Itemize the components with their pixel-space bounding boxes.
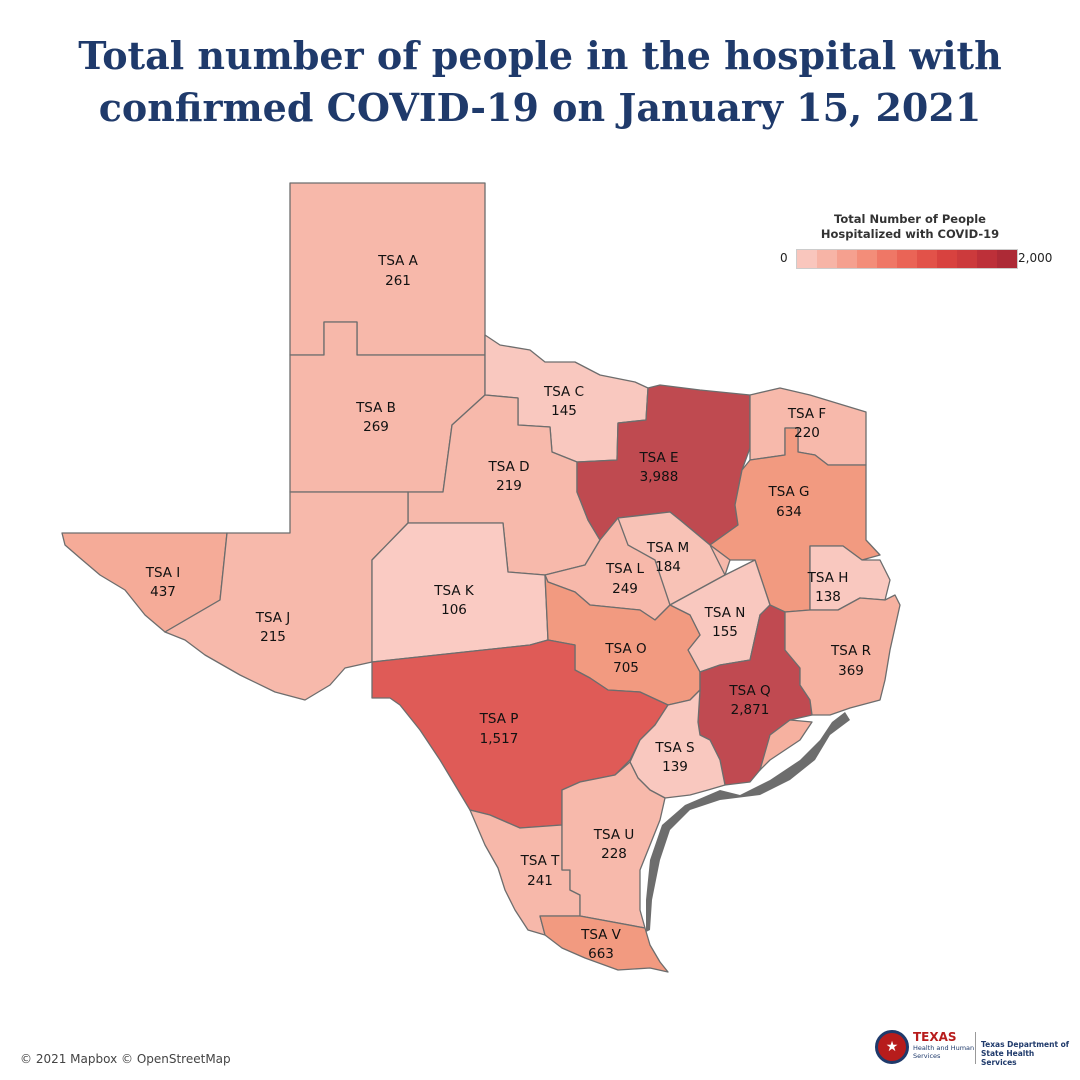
label-tsa-s-name: TSA S <box>654 740 694 756</box>
label-tsa-u-name: TSA U <box>593 827 634 843</box>
label-tsa-i-name: TSA I <box>145 565 181 581</box>
legend-title-line2: Hospitalized with COVID-19 <box>820 227 1000 241</box>
label-tsa-m-value: 184 <box>655 559 681 575</box>
region-tsa-j[interactable] <box>164 491 409 701</box>
label-tsa-m-name: TSA M <box>646 540 689 556</box>
label-tsa-o-value: 705 <box>613 660 639 676</box>
legend-swatch <box>897 250 917 268</box>
label-tsa-q-name: TSA Q <box>728 683 770 699</box>
region-labels: TSA A 261 TSA B 269 TSA C 145 TSA D 219 … <box>145 253 871 962</box>
region-tsa-s[interactable] <box>629 689 726 799</box>
label-tsa-p-name: TSA P <box>479 711 519 727</box>
label-tsa-l-value: 249 <box>612 581 638 597</box>
label-tsa-i-value: 437 <box>150 584 176 600</box>
legend-swatch <box>997 250 1017 268</box>
label-tsa-d-name: TSA D <box>488 459 530 475</box>
legend-swatch <box>957 250 977 268</box>
legend-swatch <box>837 250 857 268</box>
label-tsa-e-value: 3,988 <box>640 469 679 485</box>
label-tsa-v-name: TSA V <box>580 927 622 943</box>
label-tsa-v-value: 663 <box>588 946 614 962</box>
label-tsa-g-value: 634 <box>776 504 802 520</box>
agency-logos: ★ TEXAS Health and Human Services Texas … <box>875 1028 1070 1068</box>
label-tsa-b-name: TSA B <box>355 400 396 416</box>
legend-title-line1: Total Number of People <box>834 212 986 226</box>
map-title: Total number of people in the hospital w… <box>0 30 1080 134</box>
label-tsa-h-name: TSA H <box>807 570 849 586</box>
legend-min-label: 0 <box>780 251 788 265</box>
label-tsa-l-name: TSA L <box>605 561 645 577</box>
label-tsa-j-name: TSA J <box>255 610 291 626</box>
label-tsa-s-value: 139 <box>662 759 688 775</box>
label-tsa-a-value: 261 <box>385 273 411 289</box>
label-tsa-q-value: 2,871 <box>731 702 770 718</box>
map-title-line2: confirmed COVID-19 on January 15, 2021 <box>98 85 982 130</box>
label-tsa-r-value: 369 <box>838 663 864 679</box>
dshs-logo-name: Texas Department of State Health Service… <box>981 1040 1070 1067</box>
label-tsa-f-value: 220 <box>794 425 820 441</box>
legend-color-ramp <box>796 249 1018 269</box>
coastline-shape <box>646 712 850 932</box>
label-tsa-e-name: TSA E <box>638 450 678 466</box>
legend-swatch <box>857 250 877 268</box>
legend-swatch <box>797 250 817 268</box>
region-tsa-v[interactable] <box>539 915 669 973</box>
map-attribution: © 2021 Mapbox © OpenStreetMap <box>20 1052 231 1066</box>
label-tsa-k-name: TSA K <box>433 583 475 599</box>
label-tsa-c-name: TSA C <box>543 384 584 400</box>
label-tsa-k-value: 106 <box>441 602 467 618</box>
label-tsa-b-value: 269 <box>363 419 389 435</box>
legend-swatch <box>937 250 957 268</box>
hhs-logo-subtitle: Health and Human Services <box>913 1044 975 1060</box>
region-tsa-r[interactable] <box>784 594 901 716</box>
label-tsa-d-value: 219 <box>496 478 522 494</box>
label-tsa-o-name: TSA O <box>604 641 646 657</box>
label-tsa-h-value: 138 <box>815 589 841 605</box>
region-tsa-a[interactable] <box>289 182 486 356</box>
legend-swatch <box>917 250 937 268</box>
label-tsa-t-value: 241 <box>527 873 553 889</box>
legend-swatch <box>877 250 897 268</box>
label-tsa-j-value: 215 <box>260 629 286 645</box>
region-tsa-r-coastal[interactable] <box>759 719 813 771</box>
legend-max-label: 2,000 <box>1018 251 1053 265</box>
legend-title: Total Number of People Hospitalized with… <box>820 212 1000 242</box>
star-icon: ★ <box>875 1030 909 1064</box>
hhs-logo-name: TEXAS <box>913 1030 957 1044</box>
label-tsa-g-name: TSA G <box>767 484 809 500</box>
label-tsa-p-value: 1,517 <box>480 731 519 747</box>
label-tsa-c-value: 145 <box>551 403 577 419</box>
region-tsa-u[interactable] <box>561 761 666 929</box>
map-title-line1: Total number of people in the hospital w… <box>78 33 1002 78</box>
label-tsa-t-name: TSA T <box>520 853 561 869</box>
label-tsa-n-name: TSA N <box>704 605 746 621</box>
label-tsa-u-value: 228 <box>601 846 627 862</box>
label-tsa-r-name: TSA R <box>830 643 871 659</box>
label-tsa-a-name: TSA A <box>377 253 419 269</box>
label-tsa-n-value: 155 <box>712 624 738 640</box>
legend-swatch <box>817 250 837 268</box>
legend-swatch <box>977 250 997 268</box>
label-tsa-f-name: TSA F <box>787 406 826 422</box>
logo-divider <box>975 1032 976 1064</box>
